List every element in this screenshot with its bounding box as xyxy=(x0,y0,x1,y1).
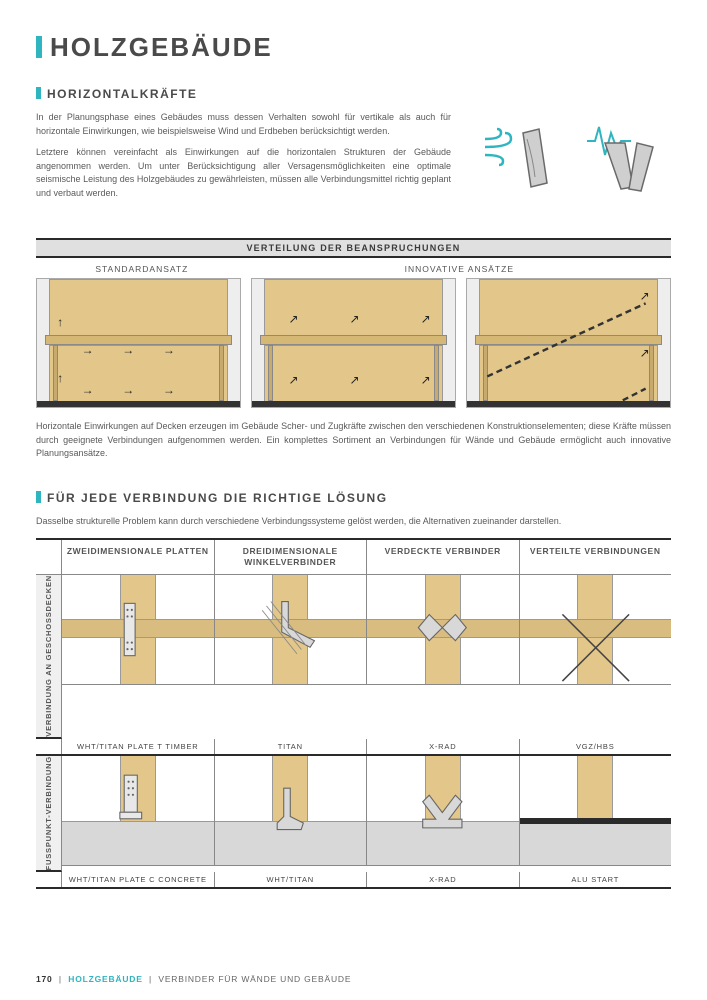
col-header-1: DREIDIMENSIONALE WINKELVERBINDER xyxy=(215,540,368,575)
grid-footer-0: WHT/TITAN PLATE T TIMBER TITAN X-RAD VGZ… xyxy=(36,739,671,756)
row-label-0: VERBINDUNG AN GESCHOSSDECKEN xyxy=(36,575,62,739)
product-r1c1: WHT/TITAN xyxy=(215,872,368,887)
cell-r1c3 xyxy=(520,756,672,866)
section1-body: In der Planungsphase eines Gebäudes muss… xyxy=(36,111,451,208)
accent-bar xyxy=(36,36,42,58)
row-label-1: FUSSPUNKT-VERBINDUNG xyxy=(36,756,62,872)
diagram-standard: → → → ↑ → → → ↑ xyxy=(36,278,241,408)
cell-r1c1 xyxy=(215,756,368,866)
diagram-innovative-1: ↗ ↗ ↗ ↗ ↗ ↗ xyxy=(251,278,456,408)
section1-title: HORIZONTALKRÄFTE xyxy=(36,87,671,101)
seismic-icon xyxy=(581,119,661,201)
cell-r1c0 xyxy=(62,756,215,866)
main-title-text: HOLZGEBÄUDE xyxy=(50,32,273,62)
product-r0c0: WHT/TITAN PLATE T TIMBER xyxy=(62,739,215,754)
product-r1c2: X-RAD xyxy=(367,872,520,887)
distribution-description: Horizontale Einwirkungen auf Decken erze… xyxy=(36,420,671,461)
product-r0c1: TITAN xyxy=(215,739,368,754)
col-header-0: ZWEIDIMENSIONALE PLATTEN xyxy=(62,540,215,575)
accent-bar xyxy=(36,491,41,503)
section2-intro: Dasselbe strukturelle Problem kann durch… xyxy=(36,515,671,529)
cell-r0c3 xyxy=(520,575,672,685)
diagram-innovative-2: ↗ ↗ xyxy=(466,278,671,408)
grid-row-1: FUSSPUNKT-VERBINDUNG xyxy=(36,756,671,872)
distribution-banner: VERTEILUNG DER BEANSPRUCHUNGEN xyxy=(36,238,671,258)
col-header-2: VERDECKTE VERBINDER xyxy=(367,540,520,575)
product-r1c0: WHT/TITAN PLATE C CONCRETE xyxy=(62,872,215,887)
distribution-labels: STANDARDANSATZ INNOVATIVE ANSÄTZE xyxy=(36,264,671,274)
cell-r0c2 xyxy=(367,575,520,685)
distribution-diagrams: → → → ↑ → → → ↑ ↗ ↗ ↗ ↗ ↗ ↗ xyxy=(36,278,671,408)
product-r1c3: ALU START xyxy=(520,872,672,887)
grid-footer-1: WHT/TITAN PLATE C CONCRETE WHT/TITAN X-R… xyxy=(36,872,671,889)
page-title: HOLZGEBÄUDE xyxy=(36,32,671,63)
accent-bar xyxy=(36,87,41,99)
product-r0c2: X-RAD xyxy=(367,739,520,754)
cell-r0c1 xyxy=(215,575,368,685)
page-footer: 170 | HOLZGEBÄUDE | VERBINDER FÜR WÄNDE … xyxy=(36,974,351,984)
section2-title: FÜR JEDE VERBINDUNG DIE RICHTIGE LÖSUNG xyxy=(36,491,671,505)
grid-header: ZWEIDIMENSIONALE PLATTEN DREIDIMENSIONAL… xyxy=(36,540,671,575)
cell-r0c0 xyxy=(62,575,215,685)
grid-row-0: VERBINDUNG AN GESCHOSSDECKEN xyxy=(36,575,671,739)
col-header-3: VERTEILTE VERBINDUNGEN xyxy=(520,540,672,575)
wind-icon xyxy=(481,119,561,201)
cell-r1c2 xyxy=(367,756,520,866)
force-icons xyxy=(471,111,671,208)
solutions-grid: ZWEIDIMENSIONALE PLATTEN DREIDIMENSIONAL… xyxy=(36,538,671,889)
product-r0c3: VGZ/HBS xyxy=(520,739,672,754)
